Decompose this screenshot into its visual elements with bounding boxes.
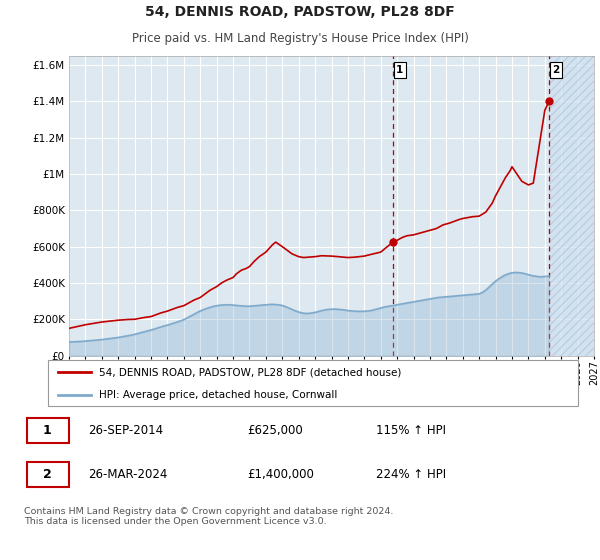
Text: 26-MAR-2024: 26-MAR-2024	[88, 468, 167, 481]
Bar	[549, 56, 594, 356]
Text: 2: 2	[43, 468, 52, 481]
Text: 115% ↑ HPI: 115% ↑ HPI	[376, 424, 446, 437]
Text: 2: 2	[552, 65, 559, 75]
Text: Price paid vs. HM Land Registry's House Price Index (HPI): Price paid vs. HM Land Registry's House …	[131, 32, 469, 45]
FancyBboxPatch shape	[27, 462, 68, 487]
Text: Contains HM Land Registry data © Crown copyright and database right 2024.
This d: Contains HM Land Registry data © Crown c…	[24, 507, 394, 526]
Text: £1,400,000: £1,400,000	[247, 468, 314, 481]
Text: 54, DENNIS ROAD, PADSTOW, PL28 8DF: 54, DENNIS ROAD, PADSTOW, PL28 8DF	[145, 5, 455, 19]
FancyBboxPatch shape	[27, 418, 68, 443]
Text: 224% ↑ HPI: 224% ↑ HPI	[376, 468, 446, 481]
Text: HPI: Average price, detached house, Cornwall: HPI: Average price, detached house, Corn…	[98, 390, 337, 400]
Text: 26-SEP-2014: 26-SEP-2014	[88, 424, 163, 437]
Text: 54, DENNIS ROAD, PADSTOW, PL28 8DF (detached house): 54, DENNIS ROAD, PADSTOW, PL28 8DF (deta…	[98, 367, 401, 377]
FancyBboxPatch shape	[47, 361, 578, 405]
Text: £625,000: £625,000	[247, 424, 303, 437]
Text: 1: 1	[397, 65, 404, 75]
Text: 1: 1	[43, 424, 52, 437]
